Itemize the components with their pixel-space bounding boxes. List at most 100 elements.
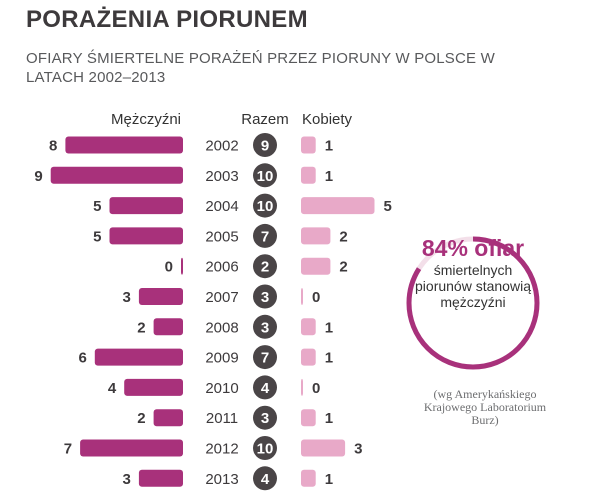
year-label-2003: 2003 [205, 168, 238, 185]
women-bar-2007 [301, 288, 303, 305]
source-line-1: (wg Amerykańskiego [433, 387, 537, 401]
women-bar-2010 [301, 378, 303, 396]
year-label-2013: 2013 [205, 471, 238, 488]
source-line-3: Burz) [471, 413, 499, 427]
women-bar-2006 [301, 257, 331, 275]
note-line-2: piorunów stanowią [415, 278, 531, 294]
men-value-2002: 8 [49, 138, 57, 155]
header-total: Razem [241, 111, 289, 128]
total-value-2004: 10 [257, 198, 274, 215]
women-bar-2008 [301, 318, 316, 336]
total-value-2002: 9 [261, 138, 269, 155]
total-value-2006: 2 [261, 259, 269, 276]
total-value-2005: 7 [261, 228, 269, 245]
women-value-2006: 2 [339, 259, 347, 276]
header-men: Mężczyźni [111, 111, 181, 128]
year-label-2004: 2004 [205, 198, 238, 215]
year-label-2010: 2010 [205, 380, 238, 397]
total-circle-2002 [253, 133, 277, 157]
total-circle-2008 [253, 314, 277, 339]
total-value-2009: 7 [261, 350, 269, 367]
year-label-2006: 2006 [205, 259, 238, 276]
men-value-2012: 7 [64, 441, 72, 458]
men-bar-2005 [109, 227, 183, 245]
men-bar-2003 [50, 166, 184, 184]
total-circle-2005 [253, 223, 277, 248]
women-bar-2013 [301, 469, 316, 487]
women-bar-2004 [301, 197, 375, 215]
men-value-2006: 0 [165, 259, 173, 276]
women-value-2012: 3 [354, 441, 362, 458]
men-bar-2008 [153, 318, 183, 336]
total-circle-2007 [253, 284, 277, 309]
total-value-2007: 3 [261, 289, 269, 306]
total-circle-2003 [253, 163, 277, 188]
women-value-2005: 2 [339, 228, 347, 245]
women-value-2004: 5 [384, 198, 392, 215]
men-value-2007: 3 [123, 289, 131, 306]
year-label-2008: 2008 [205, 319, 238, 336]
men-bar-2006 [181, 257, 183, 275]
page-title: PORAŻENIA PIORUNEM [26, 6, 308, 33]
source-note: (wg Amerykańskiego Krajowego Laboratoriu… [404, 388, 566, 427]
total-circle-2006 [253, 254, 277, 279]
percent-ring [406, 236, 540, 370]
year-label-2009: 2009 [205, 350, 238, 367]
source-line-2: Krajowego Laboratorium [423, 400, 547, 414]
women-value-2003: 1 [325, 168, 333, 185]
men-value-2009: 6 [78, 350, 86, 367]
women-value-2010: 0 [312, 380, 320, 397]
total-value-2011: 3 [261, 410, 269, 427]
women-bar-2012 [301, 439, 346, 457]
year-label-2002: 2002 [205, 138, 238, 155]
ring-arc [406, 236, 540, 370]
total-circle-2012 [253, 436, 277, 460]
men-bar-2010 [124, 378, 183, 396]
total-value-2013: 4 [261, 471, 270, 488]
year-label-2005: 2005 [205, 228, 238, 245]
total-circle-2011 [253, 405, 277, 430]
note-box: 84% ofiar śmiertelnych piorunów stanowią… [408, 234, 538, 310]
header-women: Kobiety [302, 111, 353, 128]
men-value-2010: 4 [108, 380, 117, 397]
year-label-2011: 2011 [206, 410, 238, 427]
women-bar-2005 [301, 227, 331, 245]
men-value-2008: 2 [137, 319, 145, 336]
men-value-2003: 9 [34, 168, 42, 185]
total-circle-2004 [253, 193, 277, 218]
total-value-2003: 10 [257, 168, 274, 185]
men-bar-2009 [94, 348, 183, 366]
women-value-2002: 1 [325, 138, 333, 155]
men-bar-2012 [80, 439, 183, 457]
total-circle-2009 [253, 345, 277, 370]
men-value-2005: 5 [93, 228, 101, 245]
total-value-2012: 10 [257, 441, 274, 458]
women-value-2011: 1 [325, 410, 333, 427]
women-bar-2011 [301, 409, 316, 427]
women-value-2008: 1 [325, 319, 333, 336]
total-circle-2010 [253, 375, 277, 400]
men-bar-2004 [109, 197, 183, 215]
women-bar-2002 [301, 136, 316, 154]
men-bar-2007 [138, 288, 183, 305]
chart-rows: 8 2002 9 19 2003 10 15 2004 10 55 2005 7 20 2006 2 23 20… [34, 133, 392, 491]
men-bar-2013 [138, 469, 183, 487]
total-circle-2013 [253, 466, 277, 491]
men-bar-2002 [65, 136, 183, 154]
women-bar-2009 [301, 348, 316, 366]
total-value-2008: 3 [261, 319, 269, 336]
year-label-2012: 2012 [205, 441, 238, 458]
note-line-3: mężczyźni [440, 294, 506, 310]
year-label-2007: 2007 [205, 289, 238, 306]
women-value-2009: 1 [325, 350, 333, 367]
men-value-2013: 3 [123, 471, 131, 488]
note-text: śmiertelnych piorunów stanowią mężczyźni [408, 262, 538, 310]
women-bar-2003 [301, 166, 316, 184]
men-value-2011: 2 [137, 410, 145, 427]
note-line-1: śmiertelnych [433, 262, 513, 278]
page-subtitle: OFIARY ŚMIERTELNE PORAŻEŃ PRZEZ PIORUNY … [26, 50, 495, 86]
men-value-2004: 5 [93, 198, 101, 215]
total-value-2010: 4 [261, 380, 270, 397]
men-bar-2011 [153, 409, 183, 427]
